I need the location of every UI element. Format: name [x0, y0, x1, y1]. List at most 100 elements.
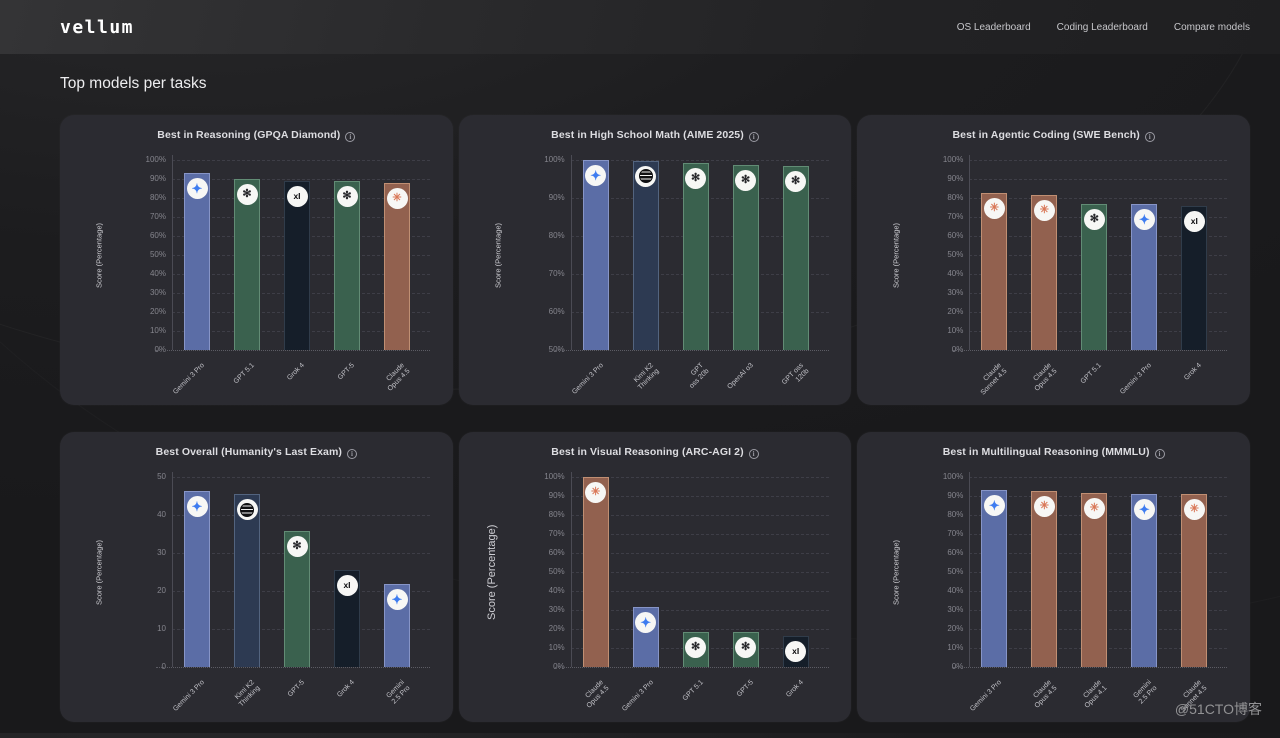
logo-glyph: ✳	[392, 191, 402, 204]
logo-glyph: ✦	[191, 181, 203, 197]
x-axis-label: Claude Sonnet 4.5	[980, 362, 1010, 397]
kimi-logo-icon	[635, 165, 657, 187]
chart-title: Best in Agentic Coding (SWE Bench) i	[857, 129, 1250, 142]
bar-gpt-oss-120b[interactable]	[782, 166, 809, 350]
x-axis-label: GPT 5.1	[1079, 362, 1104, 386]
bar-claude-opus-4.5[interactable]	[1031, 491, 1058, 667]
bar-gpt-5.1[interactable]	[234, 179, 260, 350]
openai-logo-icon: ✻	[236, 184, 258, 206]
x-axis-label: Grok 4	[286, 362, 306, 382]
info-icon[interactable]: i	[1154, 449, 1165, 459]
axis-tick: 90%	[548, 491, 565, 500]
info-icon[interactable]: i	[1144, 132, 1155, 142]
axis-tick: 10%	[947, 643, 964, 652]
bar-claude-opus-4.5[interactable]	[384, 182, 410, 350]
axis-tick: 80%	[548, 510, 565, 519]
x-axis-label: GPT oss 20b	[688, 362, 711, 391]
axis-tick: 0%	[951, 662, 964, 671]
axis-tick: 50%	[947, 250, 964, 259]
axis-tick: 40%	[947, 269, 964, 278]
axis-tick: 30%	[947, 288, 964, 297]
bar-claude-opus-4.5[interactable]	[582, 477, 609, 667]
y-axis-label: Score (Percentage)	[94, 222, 104, 288]
chart-title-text: Best in Reasoning (GPQA Diamond)	[157, 129, 341, 141]
x-axis-label: GPT 5.1	[681, 679, 705, 703]
gridline	[969, 160, 1228, 161]
logo-glyph: ✦	[191, 499, 203, 515]
bar-claude-sonnet-4.5[interactable]	[1181, 494, 1208, 667]
axis-tick: 30%	[149, 288, 166, 297]
logo-glyph: ✻	[242, 188, 252, 201]
axis-tick: 60%	[548, 307, 565, 316]
logo-glyph: xI	[343, 579, 351, 590]
bar-gemini-3-pro[interactable]	[184, 491, 210, 667]
x-axis-label: Claude Opus 4.5	[1032, 679, 1060, 710]
bar-grok-4[interactable]	[284, 180, 310, 350]
gemini-logo-icon: ✦	[983, 494, 1005, 516]
bar-kimi-k2-thinking[interactable]	[234, 494, 260, 667]
info-icon[interactable]: i	[345, 132, 356, 142]
axis-tick: 30%	[548, 605, 565, 614]
bar-claude-opus-4.1[interactable]	[1081, 493, 1108, 667]
logo-glyph: ✳	[989, 202, 999, 215]
bar-gemini-3-pro[interactable]	[582, 160, 609, 350]
gridline	[570, 534, 829, 535]
x-axis-label: Gemini 3 Pro	[969, 679, 1004, 713]
x-axis-label: Claude Opus 4.5	[1032, 362, 1060, 393]
axis-tick: 10	[157, 624, 166, 633]
bar-gemini-3-pro[interactable]	[184, 173, 210, 350]
vellum-logo[interactable]: vellum	[60, 16, 135, 38]
bar-gpt-oss-20b[interactable]	[682, 163, 709, 350]
x-axis-label: Kimi K2 Thinking	[233, 679, 262, 709]
bar-kimi-k2-thinking[interactable]	[632, 160, 659, 350]
axis-tick: 70%	[149, 212, 166, 221]
x-axis-label: Grok 4	[784, 679, 805, 699]
bar-gemini-2.5-pro[interactable]	[1131, 494, 1158, 667]
axis-tick: 0%	[951, 345, 964, 354]
bar-openai-o3[interactable]	[732, 164, 759, 350]
logo-glyph: ✻	[791, 175, 801, 188]
x-axis-label: Gemini 3 Pro	[620, 679, 655, 713]
info-icon[interactable]: i	[748, 132, 759, 142]
gridline	[953, 350, 1228, 351]
chart-card-gpqa-diamond: Best in Reasoning (GPQA Diamond) i Score (…	[60, 115, 453, 405]
x-axis-label: GPT 5.1	[232, 362, 256, 386]
info-icon[interactable]: i	[748, 449, 759, 459]
axis-tick: 80%	[149, 193, 166, 202]
y-axis-line	[969, 155, 971, 350]
x-axis-label: GPT-5	[286, 679, 306, 699]
nav-os-leaderboard[interactable]: OS Leaderboard	[956, 21, 1031, 33]
xai-logo-icon: xI	[785, 641, 807, 663]
axis-tick: 50%	[548, 345, 565, 354]
info-icon[interactable]: i	[346, 449, 357, 459]
logo-glyph: ✻	[691, 172, 701, 185]
x-axis-label: Kimi K2 Thinking	[632, 362, 661, 392]
y-axis-line	[969, 472, 971, 667]
logo-glyph: ✳	[591, 486, 601, 498]
axis-tick: 60%	[947, 548, 964, 557]
y-axis-label: Score (Percentage)	[891, 539, 901, 605]
top-nav: vellum OS Leaderboard Coding Leaderboard…	[0, 0, 1280, 54]
axis-tick: 20%	[947, 624, 964, 633]
chart-title: Best Overall (Humanity's Last Exam) i	[60, 446, 453, 459]
kimi-disc	[638, 169, 653, 184]
gridline	[172, 477, 430, 478]
axis-tick: 90%	[149, 174, 166, 183]
nav-compare-models[interactable]: Compare models	[1173, 21, 1250, 33]
y-axis-label: Score (Percentage)	[493, 222, 503, 288]
logo-glyph: ✦	[640, 614, 652, 630]
axis-tick: 90%	[947, 491, 964, 500]
axis-tick: 70%	[548, 529, 565, 538]
gridline	[570, 572, 829, 573]
openai-logo-icon: ✻	[685, 637, 707, 659]
bar-gemini-3-pro[interactable]	[981, 489, 1008, 667]
chart-title: Best in High School Math (AIME 2025) i	[459, 129, 852, 142]
logo-glyph: ✦	[988, 497, 1000, 513]
nav-coding-leaderboard[interactable]: Coding Leaderboard	[1056, 21, 1148, 33]
y-axis-line	[172, 155, 173, 350]
bar-claude-sonnet-4.5[interactable]	[981, 193, 1008, 350]
gridline	[570, 160, 829, 161]
bar-gpt-5[interactable]	[334, 181, 360, 350]
openai-logo-icon: ✻	[785, 171, 807, 193]
